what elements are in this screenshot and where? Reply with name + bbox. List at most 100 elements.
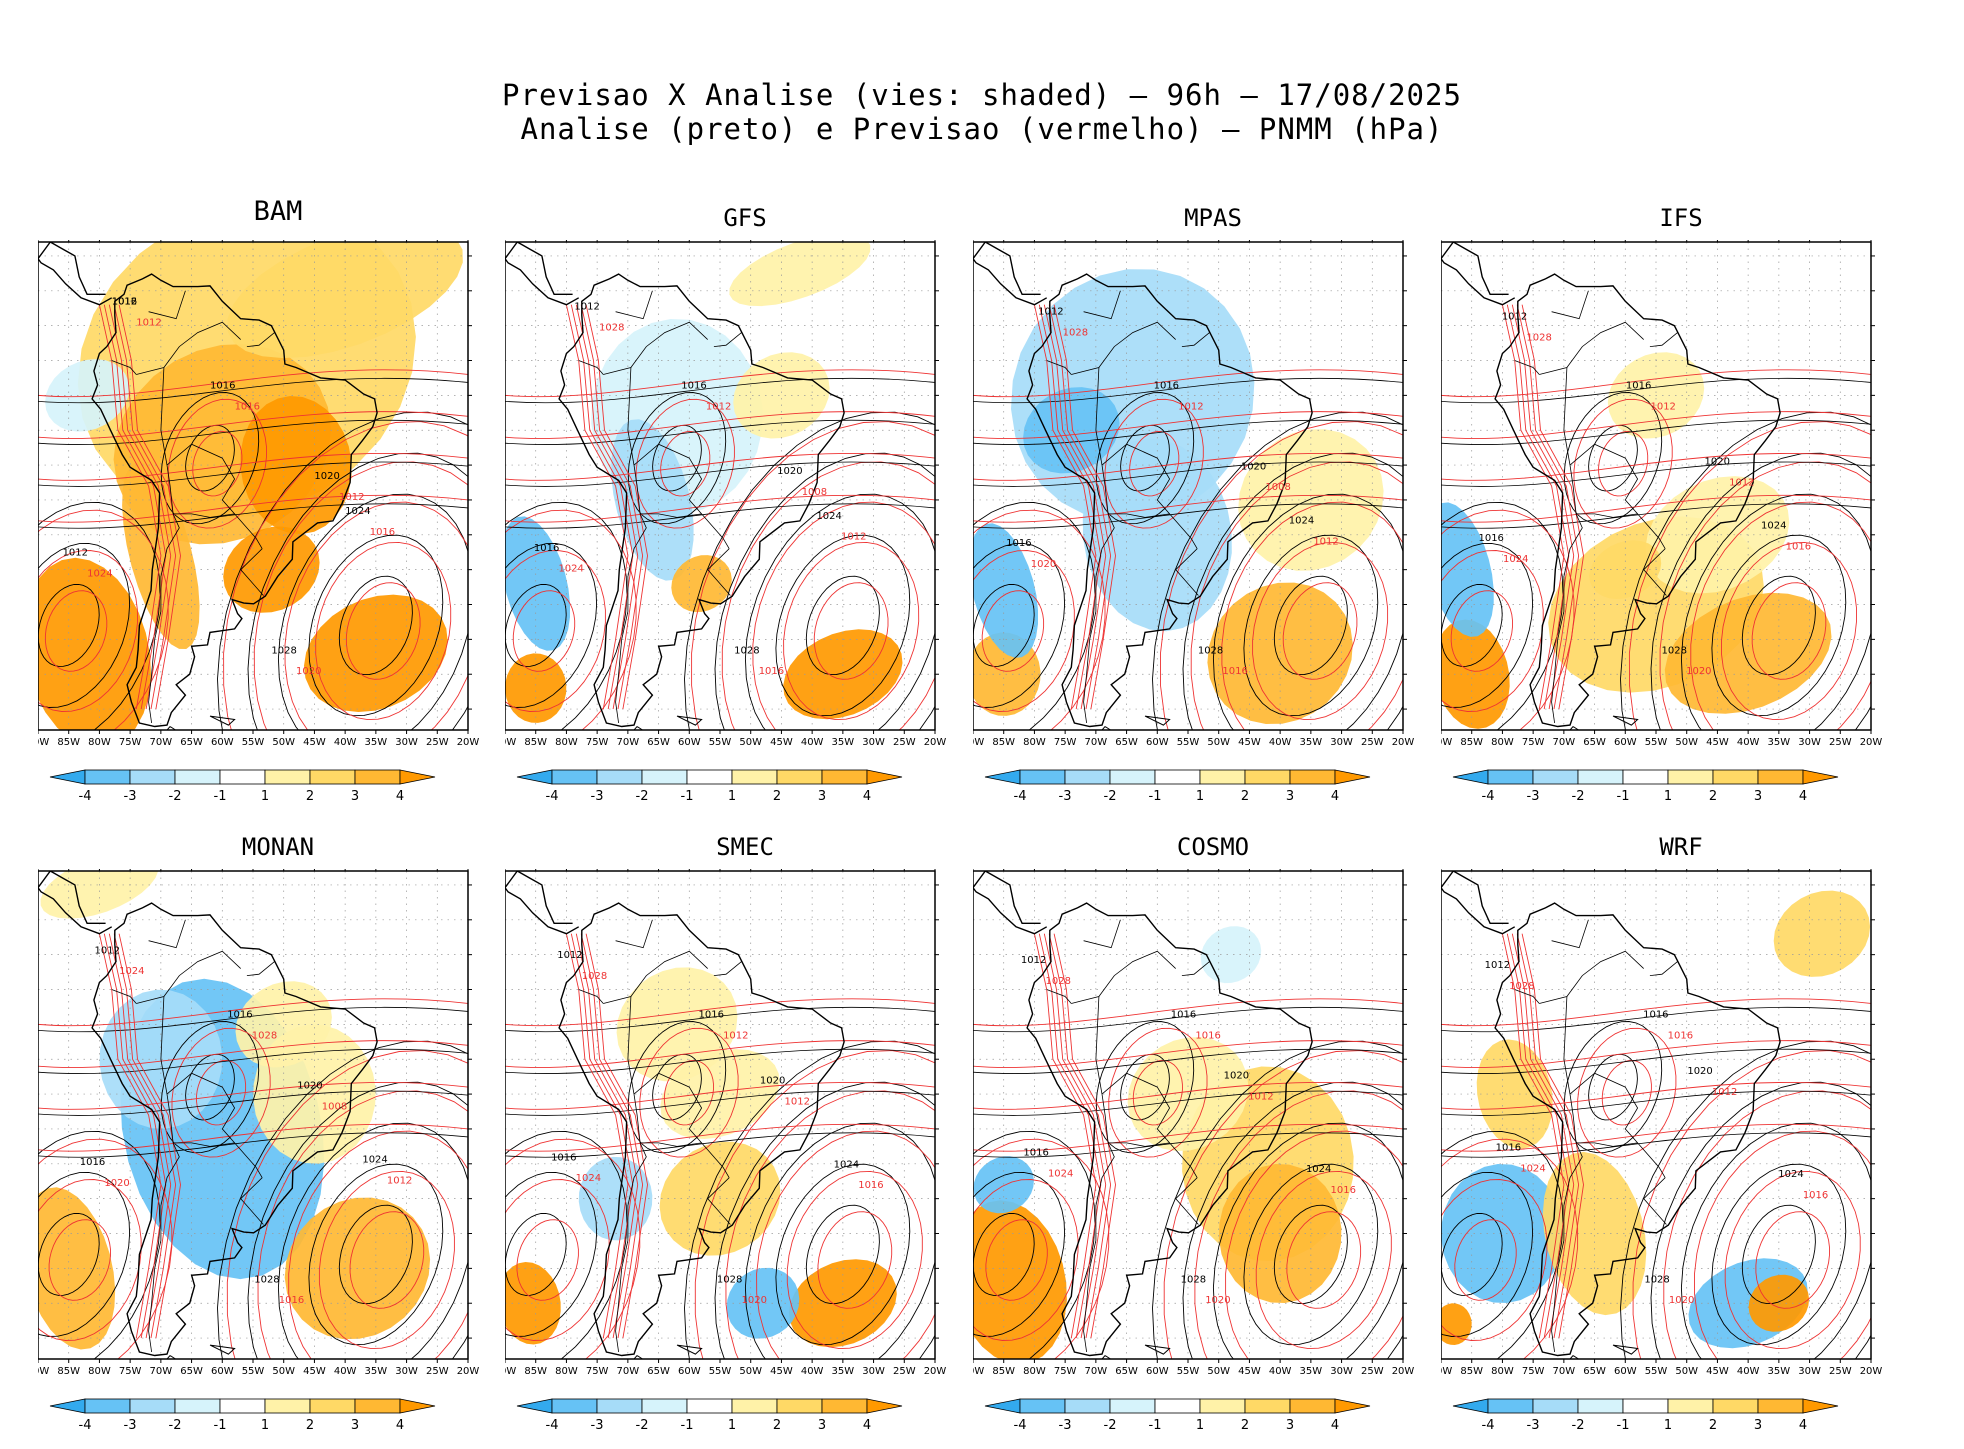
isobar-label-forecast: 1020 bbox=[742, 1295, 767, 1306]
central-america-coastline bbox=[38, 242, 113, 306]
forecast-isobar bbox=[1282, 582, 1358, 680]
analysis-isobar bbox=[160, 392, 260, 525]
forecast-isobar bbox=[1225, 1130, 1403, 1359]
map-panel-monan: MONAN 1012 1016 1020 1024 1028 1016 1008 1012 101… bbox=[38, 829, 518, 1433]
map-svg: 1012101610201024102810121016101210161020… bbox=[38, 240, 480, 804]
map-panel-mpas: MPAS 1012 1016 1020 1024 1028 1016 1008 1012 1016… bbox=[973, 200, 1453, 804]
forecast-isobar bbox=[635, 398, 735, 529]
isobar-label-forecast: 1020 bbox=[1686, 666, 1711, 677]
country-border bbox=[136, 950, 241, 1004]
lon-tick-label: 85W bbox=[524, 737, 547, 748]
lon-tick-label: 50W bbox=[1675, 737, 1698, 748]
analysis-isobar bbox=[338, 575, 413, 676]
isobar-label-forecast: 1024 bbox=[1520, 1163, 1545, 1174]
lon-tick-label: 70W bbox=[1553, 1366, 1576, 1377]
lon-tick-label: 60W bbox=[1146, 1366, 1169, 1377]
colorbar-tick-label: -3 bbox=[1527, 789, 1540, 804]
forecast-isobar bbox=[1721, 541, 1857, 721]
lon-tick-label: 35W bbox=[1768, 737, 1791, 748]
panel-title: MPAS bbox=[1184, 204, 1242, 232]
forecast-isobar bbox=[1577, 1027, 1677, 1158]
map-svg: 1012101610201024102810161008101210161024… bbox=[505, 240, 946, 804]
island-outline bbox=[1612, 715, 1639, 726]
isobar-label-forecast: 1012 bbox=[1712, 1087, 1737, 1098]
country-border bbox=[615, 919, 653, 949]
lon-tick-label: 20W bbox=[457, 737, 480, 748]
bias-shading-blob bbox=[1200, 926, 1262, 984]
map-panel-gfs: GFS 1012 1016 1020 1024 1028 1016 1008 1012 1016 1… bbox=[505, 200, 985, 804]
analysis-isobar bbox=[1182, 452, 1403, 730]
forecast-isobar bbox=[516, 1219, 579, 1301]
bias-shading-blob bbox=[1589, 540, 1662, 599]
forecast-isobar bbox=[1724, 1170, 1861, 1350]
forecast-isobar bbox=[38, 550, 138, 712]
forecast-isobar bbox=[318, 1170, 455, 1350]
colorbar-tick-label: 4 bbox=[396, 1418, 404, 1433]
isobar-label-forecast: 1024 bbox=[87, 569, 112, 580]
lon-tick-label: 55W bbox=[1645, 737, 1668, 748]
forecast-isobar bbox=[1163, 1050, 1403, 1359]
analysis-isobar bbox=[1680, 1122, 1871, 1359]
south-america-coastline bbox=[558, 273, 845, 728]
colorbar-tick-label: -1 bbox=[214, 1418, 227, 1433]
bias-shading-blob bbox=[45, 359, 130, 432]
analysis-isobar bbox=[775, 534, 911, 717]
country-border bbox=[1046, 360, 1072, 375]
isobar-label-analysis: 1016 bbox=[227, 1009, 252, 1020]
analysis-isobar bbox=[505, 1212, 567, 1296]
forecast-isobar bbox=[1160, 421, 1403, 730]
isobar-label-analysis: 1028 bbox=[254, 1274, 279, 1285]
lon-tick-label: 50W bbox=[739, 1366, 762, 1377]
isobar-label-analysis: 1016 bbox=[681, 380, 706, 391]
country-border bbox=[148, 290, 186, 320]
isobar-label-analysis: 1012 bbox=[574, 302, 599, 313]
isobar-label-forecast: 1028 bbox=[582, 971, 607, 982]
analysis-isobar bbox=[1741, 575, 1816, 676]
lon-tick-label: 85W bbox=[57, 1366, 80, 1377]
analysis-isobar bbox=[1212, 493, 1403, 730]
country-border bbox=[1563, 367, 1571, 466]
panel-title: BAM bbox=[253, 196, 303, 227]
forecast-isobar bbox=[345, 582, 421, 680]
central-america-coastline bbox=[505, 242, 580, 306]
lon-tick-label: 75W bbox=[119, 1366, 142, 1377]
analysis-isobar bbox=[744, 493, 935, 730]
map-svg: 1012 1016 1020 1024 1028 1016 1012 1016 1020 1024… bbox=[1441, 869, 1882, 1433]
lon-tick-label: 65W bbox=[1583, 1366, 1606, 1377]
country-border bbox=[1643, 1177, 1667, 1225]
colorbar-tick-label: 3 bbox=[1286, 1418, 1294, 1433]
lon-tick-label: 50W bbox=[1207, 1366, 1230, 1377]
analysis-isobar bbox=[1680, 493, 1871, 730]
lon-tick-label: 20W bbox=[1860, 737, 1883, 748]
analysis-isobar bbox=[1588, 1053, 1638, 1121]
isobar-label-forecast: 1020 bbox=[104, 1178, 129, 1189]
country-border bbox=[1175, 1177, 1199, 1225]
country-border bbox=[246, 961, 275, 976]
lon-tick-label: 75W bbox=[119, 737, 142, 748]
analysis-isobar bbox=[805, 575, 880, 676]
isobar-label-forecast: 1012 bbox=[1650, 401, 1675, 412]
lon-tick-label: 45W bbox=[303, 737, 326, 748]
lon-tick-label: 50W bbox=[739, 737, 762, 748]
forecast-isobar bbox=[786, 1170, 923, 1350]
analysis-isobar bbox=[1711, 1163, 1847, 1346]
analysis-isobar bbox=[1120, 1053, 1170, 1121]
isobar-label-forecast: 1016 bbox=[1222, 666, 1247, 677]
country-border bbox=[1569, 443, 1666, 549]
isobar-label-forecast: 1020 bbox=[1031, 559, 1056, 570]
colorbar-tick-label: -3 bbox=[1059, 1418, 1072, 1433]
country-border bbox=[240, 548, 264, 596]
isobar-label-analysis: 1016 bbox=[1006, 538, 1031, 549]
forecast-isobar bbox=[38, 509, 169, 730]
analysis-isobar bbox=[185, 424, 235, 492]
lon-tick-label: 65W bbox=[1115, 737, 1138, 748]
analysis-isobar bbox=[1563, 392, 1663, 525]
lon-tick-label: 70W bbox=[150, 1366, 173, 1377]
isobar-label-analysis: 1024 bbox=[345, 506, 370, 517]
lon-tick-label: 60W bbox=[1614, 1366, 1637, 1377]
lon-tick-label: 80W bbox=[1491, 737, 1514, 748]
isobar-label-analysis: 1024 bbox=[1306, 1164, 1331, 1175]
isobar-label-analysis: 1012 bbox=[95, 945, 120, 956]
colorbar-tick-label: 1 bbox=[1196, 789, 1204, 804]
isobar-label-forecast: 1020 bbox=[296, 666, 321, 677]
